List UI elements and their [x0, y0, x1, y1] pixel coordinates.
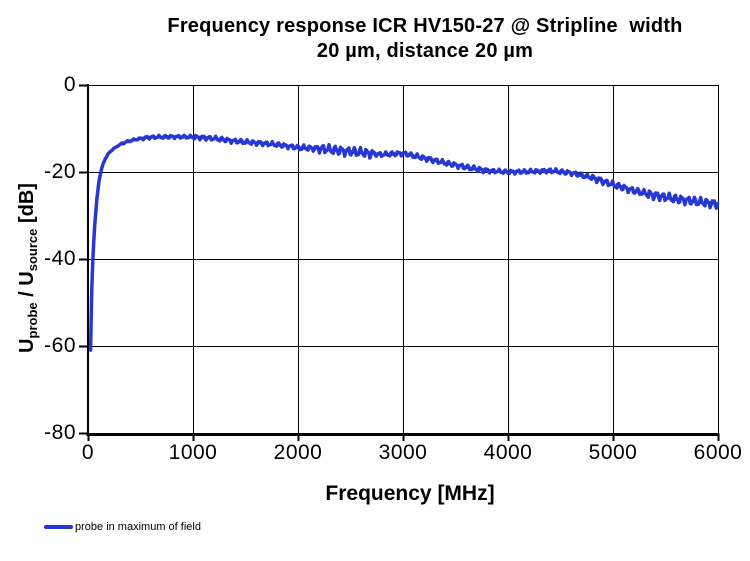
x-axis-title: Frequency [MHz] [325, 482, 495, 505]
y-axis-title: Uprobe / Usource [dB] [13, 158, 41, 378]
y-axis-title-sub-source: source [25, 228, 40, 272]
x-tick-label: 1000 [168, 441, 218, 464]
legend-label: probe in maximum of field [75, 521, 201, 533]
legend-line-swatch [44, 525, 73, 529]
y-axis-title-sub-probe: probe [25, 302, 40, 339]
y-axis-title-u-probe: U [16, 338, 38, 353]
tick-marks [79, 84, 720, 441]
chart-title: Frequency response ICR HV150-27 @ Stripl… [167, 15, 683, 62]
x-tick-label: 4000 [483, 441, 533, 464]
x-tick-label: 0 [81, 441, 95, 464]
y-tick-label: 0 [63, 73, 76, 96]
y-tick-label: -20 [44, 160, 76, 183]
y-axis-title-unit: [dB] [16, 183, 38, 229]
legend: probe in maximum of field [44, 517, 201, 537]
y-axis-title-divider: / U [16, 271, 38, 303]
x-tick-label: 6000 [693, 441, 743, 464]
y-tick-label: -40 [44, 247, 76, 270]
gridlines [88, 85, 719, 433]
x-tick-label: 3000 [378, 441, 428, 464]
x-tick-label: 2000 [273, 441, 323, 464]
x-tick-label: 5000 [588, 441, 638, 464]
y-tick-label: -80 [44, 421, 76, 444]
series-line-probe [88, 133, 720, 352]
y-tick-label: -60 [44, 334, 76, 357]
